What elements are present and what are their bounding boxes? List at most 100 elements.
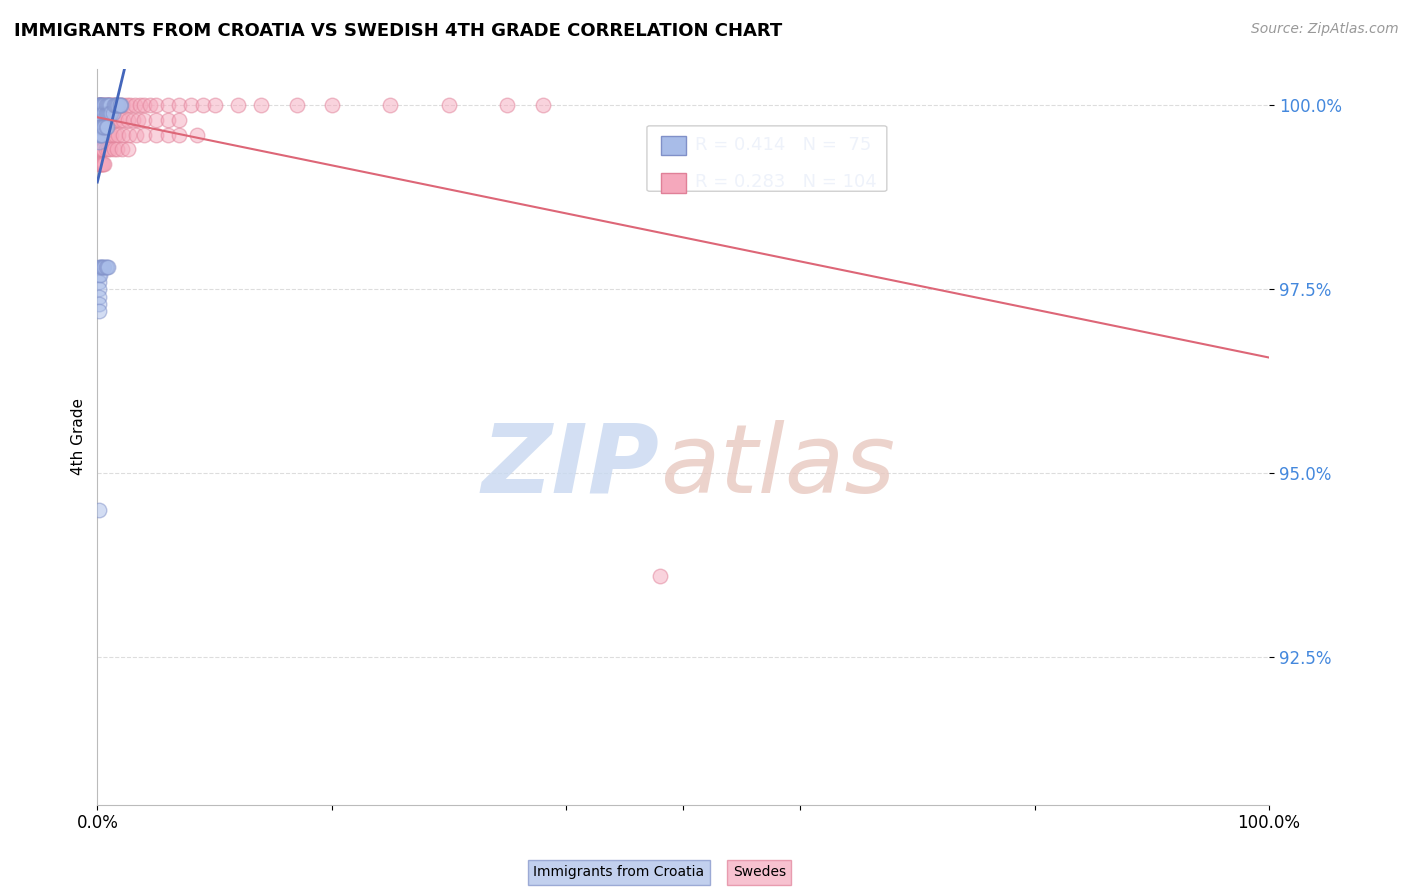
Point <box>89 260 111 275</box>
Point <box>134 128 156 142</box>
Point <box>112 128 135 142</box>
Point <box>89 98 111 112</box>
Y-axis label: 4th Grade: 4th Grade <box>72 398 86 475</box>
Point <box>87 297 110 311</box>
Point <box>90 128 112 142</box>
Point <box>250 98 273 112</box>
Point <box>91 113 114 128</box>
Point <box>87 290 110 304</box>
Point <box>97 113 120 128</box>
Point <box>90 260 112 275</box>
Point <box>94 120 117 135</box>
Point <box>120 98 142 112</box>
Point <box>87 113 110 128</box>
Point <box>91 120 114 135</box>
Point <box>98 98 121 112</box>
Point <box>97 98 120 112</box>
Point <box>145 98 167 112</box>
Point <box>98 143 121 157</box>
Point <box>98 98 121 112</box>
Point <box>107 128 129 142</box>
Point <box>90 113 112 128</box>
Point <box>108 98 131 112</box>
Point <box>93 128 115 142</box>
Point <box>112 113 135 128</box>
Point <box>91 128 114 142</box>
Point <box>89 105 111 120</box>
Point <box>91 105 114 120</box>
Point <box>89 98 111 112</box>
Point <box>101 98 124 112</box>
Point <box>180 98 202 112</box>
Point <box>90 98 112 112</box>
Point <box>531 98 554 112</box>
Point <box>100 105 122 120</box>
Point <box>103 98 125 112</box>
Point <box>93 113 115 128</box>
Point <box>97 98 120 112</box>
Point <box>87 98 110 112</box>
Point <box>87 105 110 120</box>
Point <box>90 157 112 171</box>
Point <box>110 98 132 112</box>
Point <box>112 98 135 112</box>
Point <box>91 128 114 142</box>
Point <box>91 113 114 128</box>
Point <box>91 128 114 142</box>
Point <box>93 157 115 171</box>
Point <box>91 157 114 171</box>
Point <box>98 98 121 112</box>
Point <box>89 128 111 142</box>
Point <box>93 98 115 112</box>
Point <box>97 260 120 275</box>
Point <box>118 128 141 142</box>
Point <box>139 98 162 112</box>
Point <box>87 157 110 171</box>
Point <box>100 128 122 142</box>
Point <box>321 98 343 112</box>
Point <box>124 98 146 112</box>
Point <box>87 268 110 282</box>
Point <box>87 113 110 128</box>
Point <box>145 128 167 142</box>
Point <box>90 105 112 120</box>
Point <box>87 304 110 318</box>
Point <box>89 113 111 128</box>
Point <box>89 157 111 171</box>
Point <box>90 143 112 157</box>
Point <box>105 98 128 112</box>
Point <box>94 113 117 128</box>
Point <box>91 105 114 120</box>
Point <box>91 98 114 112</box>
Point <box>89 113 111 128</box>
Point <box>91 98 114 112</box>
Text: IMMIGRANTS FROM CROATIA VS SWEDISH 4TH GRADE CORRELATION CHART: IMMIGRANTS FROM CROATIA VS SWEDISH 4TH G… <box>14 22 782 40</box>
Point <box>91 105 114 120</box>
Point <box>87 98 110 112</box>
Point <box>87 143 110 157</box>
Point <box>91 157 114 171</box>
Point <box>134 113 156 128</box>
Point <box>100 98 122 112</box>
Point <box>96 98 118 112</box>
Point <box>121 113 143 128</box>
Point <box>94 98 117 112</box>
Point <box>89 143 111 157</box>
Point <box>96 128 118 142</box>
Text: Immigrants from Croatia: Immigrants from Croatia <box>533 865 704 880</box>
Point <box>103 143 125 157</box>
Point <box>125 128 148 142</box>
Point <box>94 260 117 275</box>
Point <box>90 128 112 142</box>
Point <box>87 98 110 112</box>
Point <box>107 98 129 112</box>
Point <box>89 120 111 135</box>
Point <box>87 98 110 112</box>
Point <box>105 113 128 128</box>
Point <box>96 105 118 120</box>
Point <box>226 98 249 112</box>
Point <box>128 98 150 112</box>
Point <box>127 113 149 128</box>
Point <box>93 98 115 112</box>
Point <box>93 120 115 135</box>
